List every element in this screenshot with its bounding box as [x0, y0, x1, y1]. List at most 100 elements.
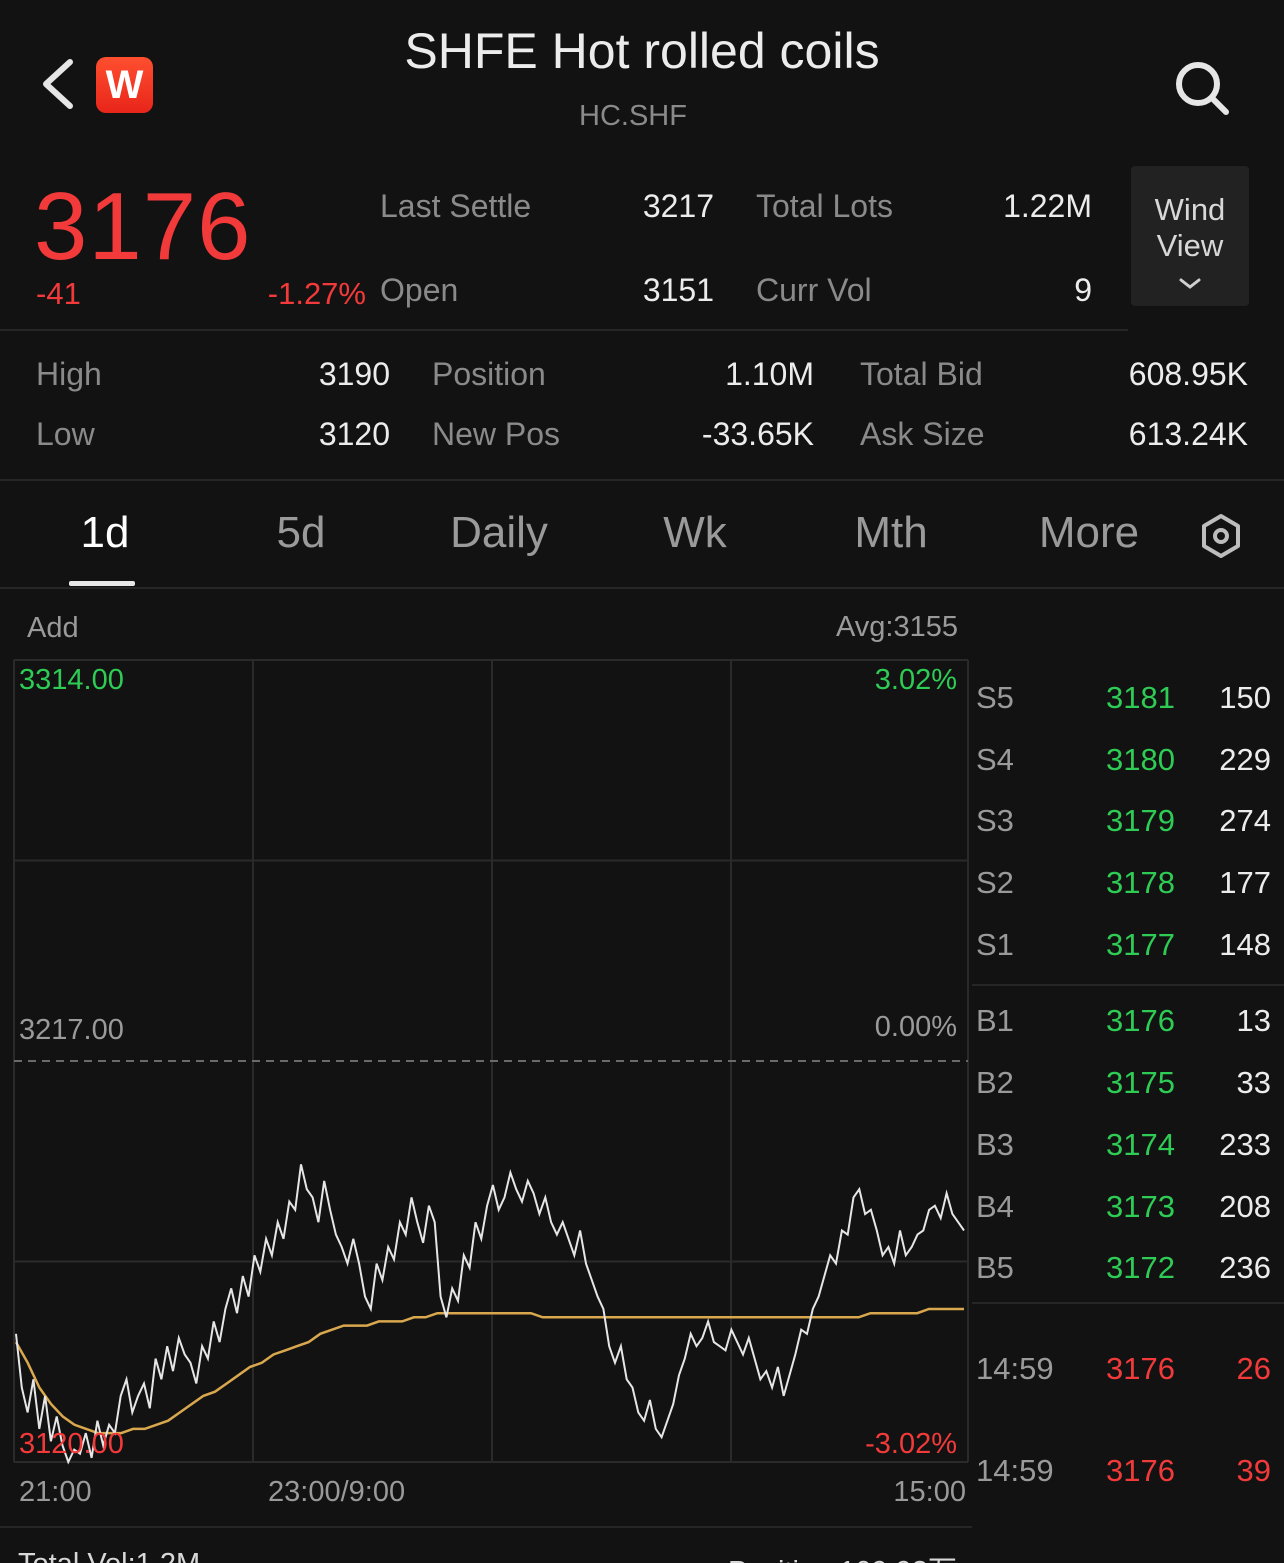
active-tab-indicator [69, 581, 135, 586]
ask-size-label: Ask Size [860, 416, 985, 452]
bid-row[interactable]: B4 3173 208 [974, 1189, 1274, 1229]
wind-view-button[interactable]: Wind View [1131, 166, 1249, 306]
tab-wk[interactable]: Wk [663, 508, 727, 557]
add-indicator-link[interactable]: Add [27, 612, 79, 644]
divider [0, 1526, 972, 1528]
ask-size-value: 613.24K [1128, 416, 1248, 452]
total-lots-value: 1.22M [1003, 188, 1092, 224]
bid-level: B2 [976, 1065, 1014, 1100]
x-axis-label: 15:00 [893, 1476, 966, 1508]
ask-size: 229 [1219, 742, 1271, 777]
total-bid-value: 608.95K [1128, 356, 1248, 392]
new-pos-value: -33.65K [701, 416, 814, 452]
bid-row[interactable]: B1 3176 13 [974, 1003, 1274, 1043]
ask-size: 148 [1219, 927, 1271, 962]
divider [972, 984, 1284, 986]
total-lots-label: Total Lots [756, 188, 893, 224]
total-volume: Total Vol:1.2M [18, 1548, 200, 1563]
wind-logo: W [96, 57, 153, 113]
curr-vol-label: Curr Vol [756, 272, 872, 308]
ask-size: 177 [1219, 865, 1271, 900]
pct-axis-mid-label: 0.00% [874, 1011, 957, 1043]
ask-price: 3178 [1106, 865, 1175, 900]
price-line [15, 1164, 965, 1465]
ask-size: 274 [1219, 803, 1271, 838]
last-settle-label: Last Settle [380, 188, 532, 224]
tick-time: 14:59 [976, 1351, 1054, 1386]
bid-size: 236 [1219, 1250, 1271, 1285]
bid-size: 13 [1236, 1003, 1271, 1038]
ask-price: 3177 [1106, 927, 1175, 962]
high-label: High [36, 356, 102, 392]
bid-size: 233 [1219, 1127, 1271, 1162]
tab-daily[interactable]: Daily [450, 508, 548, 557]
ask-level: S1 [976, 927, 1014, 962]
position-label: Position [432, 356, 546, 392]
open-label: Open [380, 272, 459, 308]
x-axis-label: 23:00/9:00 [268, 1476, 406, 1508]
tick-size: 26 [1236, 1351, 1271, 1386]
bid-row[interactable]: B5 3172 236 [974, 1250, 1274, 1290]
search-icon[interactable] [1168, 54, 1234, 120]
ask-level: S3 [976, 803, 1014, 838]
bid-level: B1 [976, 1003, 1014, 1038]
tick-price: 3176 [1106, 1453, 1175, 1488]
intraday-chart[interactable] [0, 650, 972, 1480]
tab-mth[interactable]: Mth [854, 508, 928, 557]
low-value: 3120 [318, 416, 390, 452]
page-title: SHFE Hot rolled coils [404, 23, 880, 79]
divider [0, 587, 1284, 589]
settings-icon[interactable] [1196, 511, 1246, 561]
open-value: 3151 [642, 272, 714, 308]
bid-price: 3175 [1106, 1065, 1175, 1100]
position-value: 1.10M [725, 356, 814, 392]
curr-vol-value: 9 [1074, 272, 1092, 308]
wind-view-line2: View [1156, 228, 1224, 263]
bid-level: B3 [976, 1127, 1014, 1162]
tab-1d[interactable]: 1d [80, 508, 130, 557]
bid-row[interactable]: B3 3174 233 [974, 1127, 1274, 1167]
price-change: -41 [36, 276, 81, 311]
y-axis-bottom-label: 3120.00 [19, 1428, 124, 1460]
chart-grid [13, 659, 969, 1463]
ask-size: 150 [1219, 680, 1271, 715]
low-label: Low [36, 416, 95, 452]
tick-size: 39 [1236, 1453, 1271, 1488]
x-axis-label: 21:00 [19, 1476, 92, 1508]
ask-price: 3179 [1106, 803, 1175, 838]
tick-time: 14:59 [976, 1453, 1054, 1488]
ask-row[interactable]: S5 3181 150 [974, 680, 1274, 720]
bid-row[interactable]: B2 3175 33 [974, 1065, 1274, 1105]
new-pos-label: New Pos [432, 416, 561, 452]
wind-view-line1: Wind [1154, 192, 1226, 227]
high-value: 3190 [318, 356, 390, 392]
ask-row[interactable]: S2 3178 177 [974, 865, 1274, 905]
ask-row[interactable]: S1 3177 148 [974, 927, 1274, 967]
tab-5d[interactable]: 5d [276, 508, 326, 557]
bid-level: B4 [976, 1189, 1014, 1224]
back-arrow-icon[interactable] [34, 52, 94, 116]
pct-axis-top-label: 3.02% [874, 664, 957, 696]
bid-price: 3173 [1106, 1189, 1175, 1224]
divider [0, 479, 1284, 481]
bid-price: 3172 [1106, 1250, 1175, 1285]
tab-more[interactable]: More [1038, 508, 1140, 557]
chevron-down-icon [1179, 278, 1201, 289]
total-bid-label: Total Bid [860, 356, 983, 392]
avg-price-line [14, 1307, 964, 1435]
ticker-code: HC.SHF [579, 100, 687, 132]
bid-price: 3174 [1106, 1127, 1175, 1162]
y-axis-top-label: 3314.00 [19, 664, 124, 696]
last-settle-value: 3217 [642, 188, 714, 224]
bid-level: B5 [976, 1250, 1014, 1285]
footer-position: Position:109.93万 [728, 1548, 957, 1563]
ask-price: 3180 [1106, 742, 1175, 777]
y-axis-mid-label: 3217.00 [19, 1014, 124, 1046]
bid-price: 3176 [1106, 1003, 1175, 1038]
bid-size: 208 [1219, 1189, 1271, 1224]
ask-price: 3181 [1106, 680, 1175, 715]
last-price: 3176 [34, 173, 252, 280]
ask-row[interactable]: S3 3179 274 [974, 803, 1274, 843]
pct-axis-bottom-label: -3.02% [865, 1428, 957, 1460]
ask-row[interactable]: S4 3180 229 [974, 742, 1274, 782]
